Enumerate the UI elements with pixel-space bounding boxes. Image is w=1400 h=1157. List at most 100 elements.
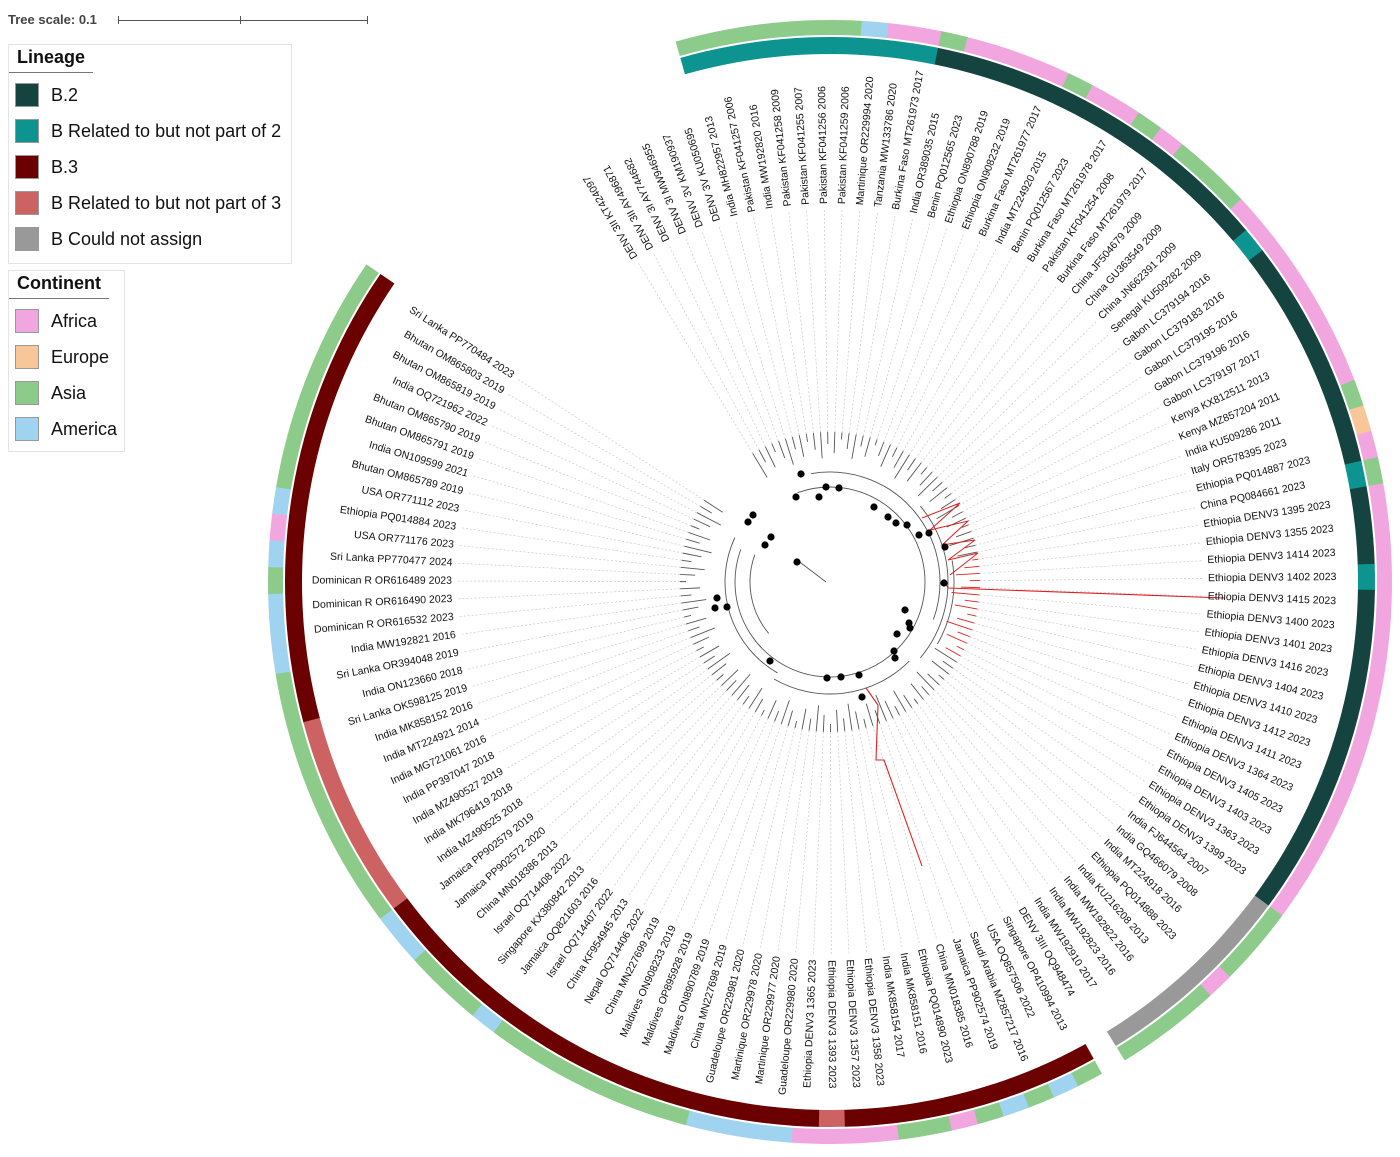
continent-segment (912, 26, 942, 46)
continent-segment (1230, 198, 1260, 230)
continent-segment (764, 1125, 793, 1143)
legend-label: B Related to but not part of 2 (51, 120, 282, 141)
guide-line (909, 266, 1028, 455)
continent-segment (659, 1103, 690, 1126)
guide-line (948, 673, 1125, 811)
long-branch (944, 581, 1226, 599)
tip-branch (894, 705, 900, 716)
support-node (855, 671, 863, 679)
continent-segment (1172, 144, 1204, 173)
guide-line (865, 727, 920, 944)
guide-line (464, 510, 683, 554)
guide-line (938, 684, 1102, 838)
backbone-arc (920, 505, 949, 659)
tip-label: Ethiopia DENV3 1414 2023 (1207, 547, 1336, 566)
lineage-segment (284, 567, 303, 594)
continent-segment (791, 1127, 819, 1144)
continent-segment (1323, 793, 1349, 825)
continent-segment (493, 1019, 524, 1048)
guide-line (979, 578, 1202, 581)
continent-segment (1269, 885, 1298, 917)
tip-label: Pakistan KF041256 2006 (816, 86, 830, 204)
guide-line (899, 714, 1003, 912)
legend-item: B Could not assign (9, 221, 291, 257)
tip-branch (822, 714, 825, 732)
guide-line (956, 661, 1145, 782)
legend-swatch (15, 309, 39, 333)
continent-segment (364, 888, 393, 919)
legend-item: B Related to but not part of 2 (9, 113, 291, 149)
legend-label: America (51, 418, 118, 439)
guide-line (685, 238, 773, 444)
continent-segment (537, 1049, 569, 1076)
tip-branch (703, 655, 715, 664)
guide-line (848, 212, 878, 434)
tip-branch (913, 698, 919, 704)
guide-line (946, 348, 1120, 489)
guide-line (979, 560, 1202, 574)
lineage-segment (1128, 1002, 1160, 1032)
lineage-segment (1106, 1017, 1139, 1047)
guide-line (461, 527, 682, 561)
lineage-segment (1354, 614, 1374, 643)
lineage-segment (1198, 191, 1230, 223)
continent-segment (286, 722, 309, 753)
guide-line (955, 376, 1141, 500)
legend-item: Europe (9, 339, 124, 375)
guide-line (517, 379, 705, 501)
support-node (793, 558, 801, 566)
lineage-segment (351, 834, 380, 866)
tip-branch (742, 695, 750, 705)
lineage-segment (546, 1032, 578, 1061)
guide-line (478, 458, 689, 533)
tip-branch (784, 438, 794, 465)
lineage-segment (292, 463, 315, 493)
continent-segment (268, 566, 284, 594)
lineage-segment (756, 39, 785, 59)
lineage-segment (1031, 78, 1062, 105)
support-node (761, 541, 769, 549)
guide-line (644, 711, 756, 905)
guide-line (911, 707, 1034, 895)
guide-line (718, 226, 786, 439)
tip-label: Dominican R OR616490 2023 (312, 593, 453, 611)
tip-branch (737, 684, 750, 701)
legend-lineage-title: Lineage (9, 45, 94, 73)
tip-branch (693, 636, 710, 645)
tip-branch (680, 594, 692, 597)
guide-line (526, 668, 708, 799)
tip-branch (964, 599, 979, 603)
support-node (906, 624, 914, 632)
support-node (749, 511, 757, 519)
tip-branch (780, 700, 790, 725)
tip-branch (686, 538, 700, 544)
support-node (925, 529, 933, 537)
continent-segment (272, 486, 291, 516)
guide-line (659, 715, 762, 914)
continent-segment (1218, 947, 1249, 978)
lineage-segment (680, 51, 710, 75)
support-node (884, 513, 892, 521)
guide-line (586, 695, 733, 864)
long-branch (865, 687, 923, 867)
legend-label: Africa (51, 310, 98, 331)
tree-scale: Tree scale: 0.1 (8, 8, 368, 32)
continent-segment (268, 539, 285, 568)
tip-label: Ethiopia DENV3 1415 2023 (1208, 590, 1337, 607)
continent-segment (1373, 616, 1391, 645)
continent-segment (675, 34, 706, 57)
support-node (941, 543, 949, 551)
tip-label: Dominican R OR616489 2023 (312, 574, 452, 586)
guide-line (969, 636, 1177, 718)
guide-line (876, 228, 948, 440)
continent-segment (1263, 239, 1292, 271)
lineage-segment (288, 643, 310, 672)
continent-segment (1298, 840, 1326, 872)
continent-segment (1047, 1072, 1079, 1098)
lineage-segment (463, 972, 495, 1003)
tip-branch (680, 574, 696, 576)
tip-branch (957, 551, 978, 557)
clade-branch (921, 502, 979, 576)
continent-segment (1375, 536, 1392, 565)
lineage-segment (286, 515, 306, 543)
